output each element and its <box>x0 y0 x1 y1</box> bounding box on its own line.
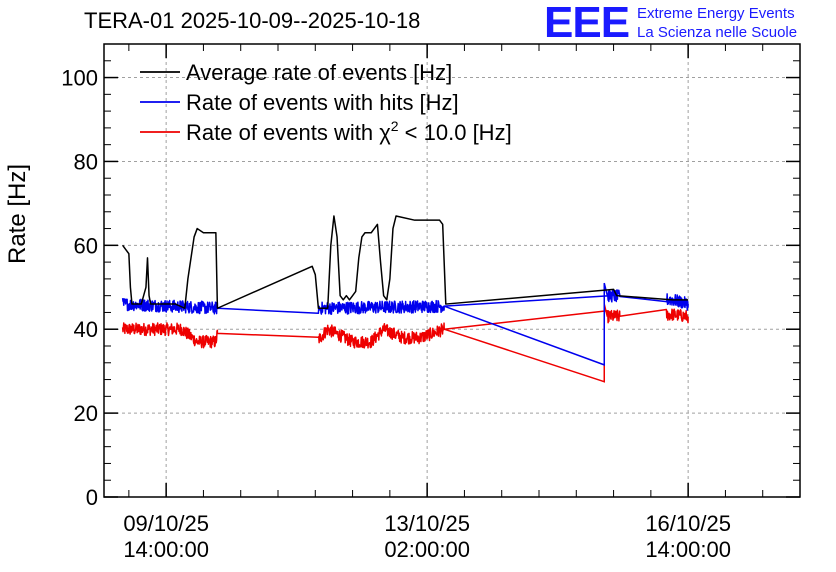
x-tick-label-time: 02:00:00 <box>384 537 470 562</box>
series-line-2 <box>121 308 689 349</box>
legend: Average rate of events [Hz] Rate of event… <box>140 60 512 145</box>
logo-line-1: Extreme Energy Events <box>637 5 795 22</box>
legend-label: Rate of events with χ2 < 10.0 [Hz] <box>186 118 512 145</box>
legend-label: Rate of events with hits [Hz] <box>186 90 459 115</box>
y-tick-label: 40 <box>74 317 98 342</box>
plot-frame <box>103 43 801 498</box>
grid-lines <box>104 44 800 497</box>
y-tick-label: 80 <box>74 149 98 174</box>
y-tick-label: 0 <box>86 485 98 510</box>
x-tick-label-time: 14:00:00 <box>645 537 731 562</box>
chart-title: TERA-01 2025-10-09--2025-10-18 <box>84 8 421 33</box>
axes: 02040608010009/10/2514:00:0013/10/2502:0… <box>61 43 801 562</box>
x-tick-label-date: 09/10/25 <box>123 511 209 536</box>
series-gap-line <box>443 282 609 366</box>
x-tick-label-date: 13/10/25 <box>384 511 470 536</box>
x-tick-label-time: 14:00:00 <box>123 537 209 562</box>
x-tick-label-date: 16/10/25 <box>645 511 731 536</box>
y-tick-label: 100 <box>61 66 98 91</box>
legend-label: Average rate of events [Hz] <box>186 60 452 85</box>
series-line-0 <box>122 215 689 309</box>
eee-logo: EEE <box>544 0 630 47</box>
series-line-1 <box>121 289 689 315</box>
y-tick-label: 60 <box>74 233 98 258</box>
series-layer <box>121 215 689 383</box>
eee-logo-text: Extreme Energy Events La Scienza nelle S… <box>637 4 797 42</box>
logo-line-2: La Scienza nelle Scuole <box>637 24 798 41</box>
y-tick-label: 20 <box>74 401 98 426</box>
